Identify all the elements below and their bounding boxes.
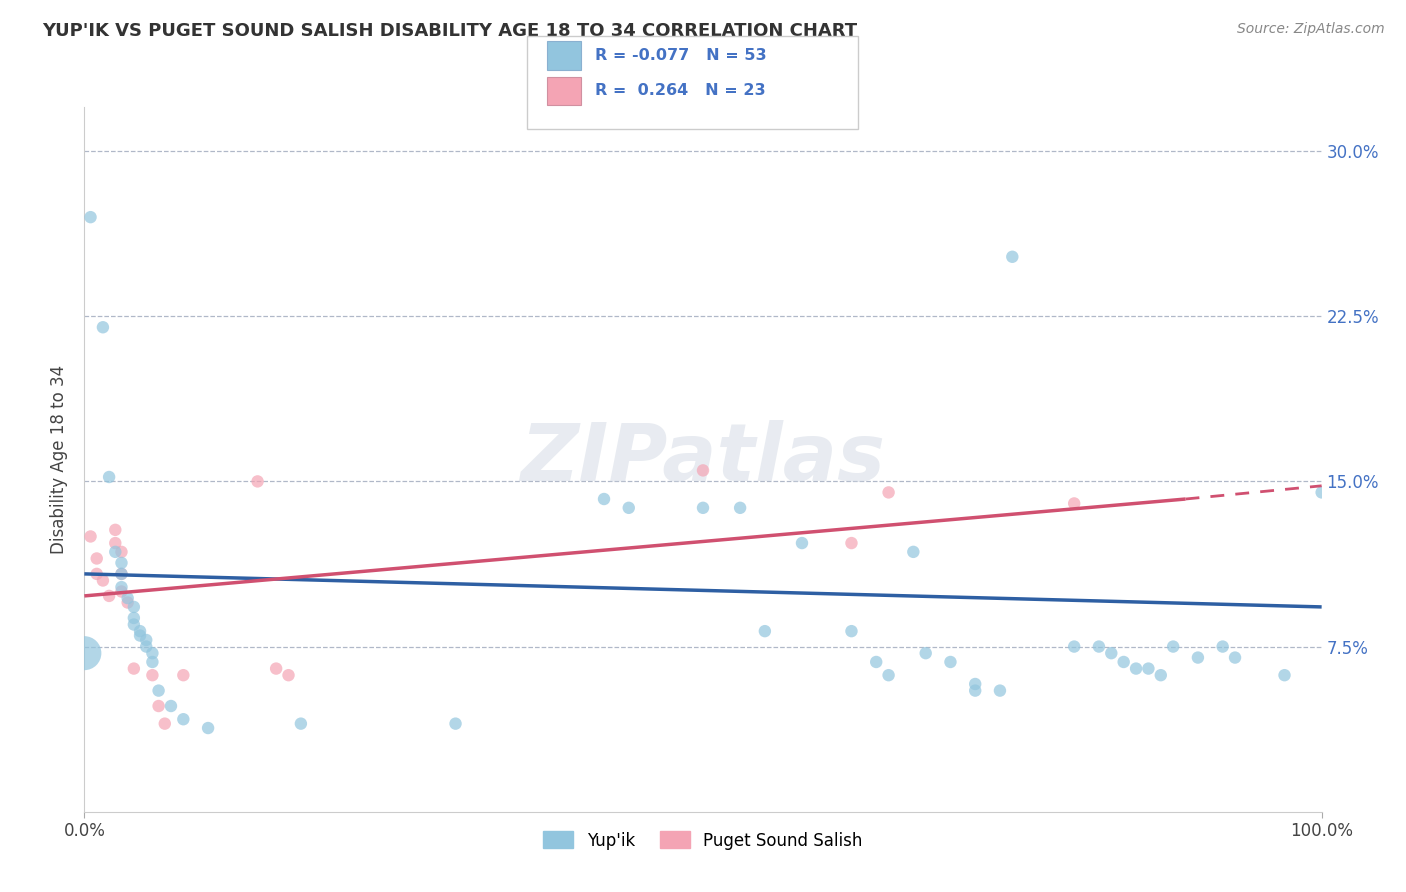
Point [86, 566, 108, 581]
Point [148, 683, 170, 698]
Text: Source: ZipAtlas.com: Source: ZipAtlas.com [1237, 22, 1385, 37]
Point [86, 551, 108, 566]
Text: R =  0.264   N = 23: R = 0.264 N = 23 [595, 84, 765, 98]
Point [617, 500, 640, 515]
Point [122, 599, 145, 614]
Point [692, 500, 714, 515]
Point [965, 677, 987, 691]
Point [877, 668, 900, 682]
Point [172, 668, 194, 682]
Point [1274, 668, 1296, 682]
Point [903, 545, 925, 559]
Point [1161, 640, 1184, 654]
Point [1001, 250, 1024, 264]
Point [104, 545, 127, 559]
Point [91, 320, 114, 334]
Point [1099, 646, 1122, 660]
Y-axis label: Disability Age 18 to 34: Disability Age 18 to 34 [51, 365, 69, 554]
Point [110, 566, 132, 581]
Point [754, 624, 776, 639]
Point [135, 640, 157, 654]
Point [197, 721, 219, 735]
Point [264, 662, 287, 676]
Point [122, 662, 145, 676]
Point [841, 536, 863, 550]
Point [104, 536, 127, 550]
Point [98, 589, 121, 603]
Point [277, 668, 299, 682]
Point [141, 668, 163, 682]
Point [79, 210, 101, 224]
Point [290, 716, 312, 731]
Point [110, 545, 132, 559]
Point [129, 624, 152, 639]
Point [593, 491, 616, 506]
Point [965, 683, 987, 698]
Point [1088, 640, 1111, 654]
Point [939, 655, 962, 669]
Point [1212, 640, 1234, 654]
Point [1125, 662, 1147, 676]
Point [914, 646, 936, 660]
Text: ZIPatlas: ZIPatlas [520, 420, 886, 499]
Point [98, 470, 121, 484]
Point [129, 628, 152, 642]
Point [110, 556, 132, 570]
Point [1063, 496, 1085, 510]
Point [1137, 662, 1160, 676]
Point [122, 611, 145, 625]
Point [444, 716, 467, 731]
Point [73, 646, 96, 660]
Point [160, 699, 183, 714]
Point [865, 655, 887, 669]
Point [122, 617, 145, 632]
Point [1187, 650, 1209, 665]
Point [1223, 650, 1246, 665]
Text: R = -0.077   N = 53: R = -0.077 N = 53 [595, 48, 766, 62]
Point [172, 712, 194, 726]
Point [877, 485, 900, 500]
Point [79, 529, 101, 543]
Point [91, 574, 114, 588]
Point [692, 463, 714, 477]
Point [135, 632, 157, 647]
Point [841, 624, 863, 639]
Point [1310, 485, 1333, 500]
Point [1150, 668, 1173, 682]
Point [246, 475, 269, 489]
Point [104, 523, 127, 537]
Point [117, 591, 139, 606]
Point [141, 646, 163, 660]
Point [110, 584, 132, 599]
Text: YUP'IK VS PUGET SOUND SALISH DISABILITY AGE 18 TO 34 CORRELATION CHART: YUP'IK VS PUGET SOUND SALISH DISABILITY … [42, 22, 858, 40]
Point [1112, 655, 1135, 669]
Legend: Yup'ik, Puget Sound Salish: Yup'ik, Puget Sound Salish [537, 825, 869, 856]
Point [148, 699, 170, 714]
Point [1063, 640, 1085, 654]
Point [153, 716, 176, 731]
Point [117, 595, 139, 609]
Point [790, 536, 813, 550]
Point [141, 655, 163, 669]
Point [728, 500, 751, 515]
Point [110, 566, 132, 581]
Point [988, 683, 1011, 698]
Point [110, 580, 132, 594]
